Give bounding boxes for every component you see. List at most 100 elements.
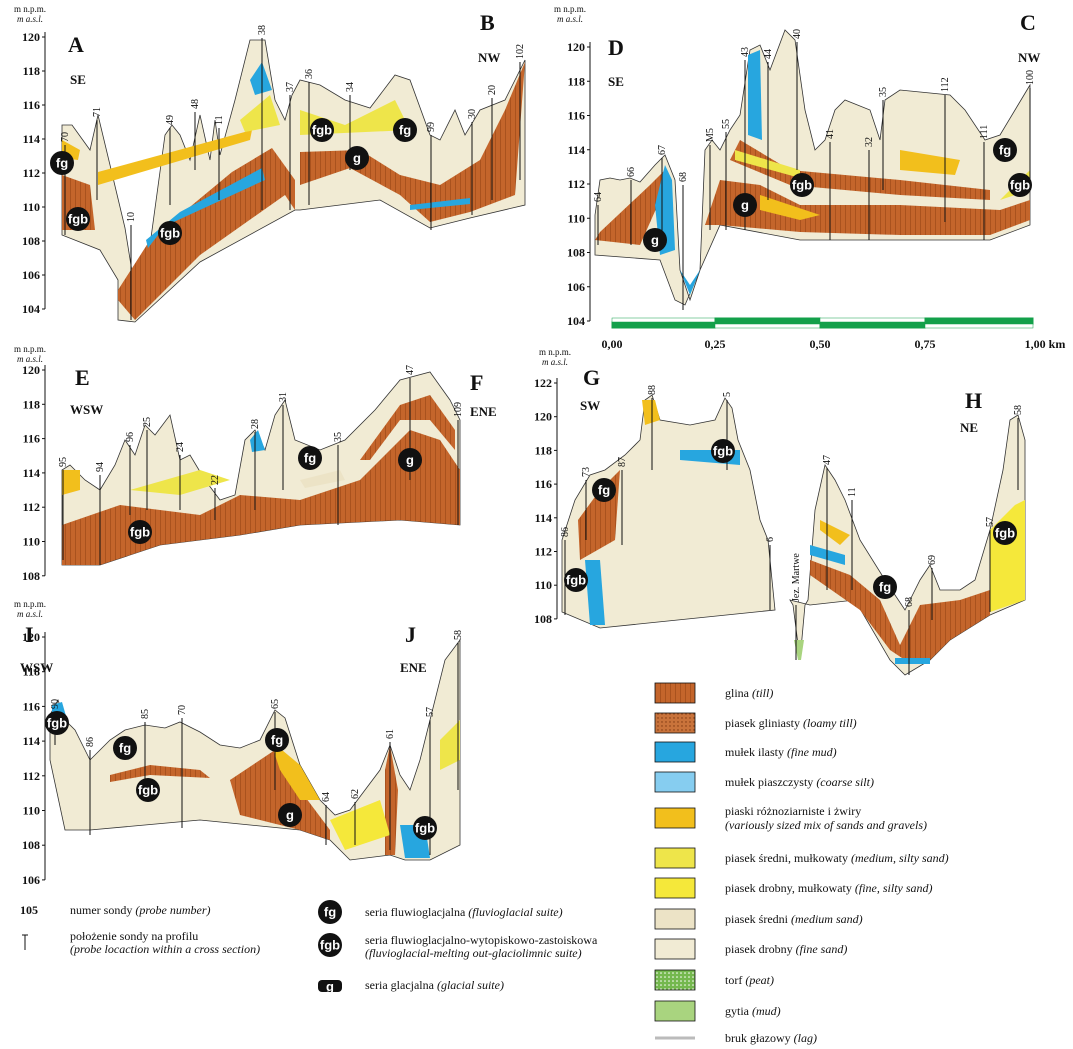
legend-swatch (655, 848, 695, 868)
scale-segment (820, 322, 925, 328)
direction: NW (478, 50, 500, 65)
axis-label-en: m a.s.l. (17, 609, 43, 619)
legend-text: piasek drobny, mułkowaty (725, 881, 852, 895)
y-tick-label: 108 (534, 612, 552, 626)
key-text-en: (fluvioglacial suite) (468, 905, 562, 919)
legend-swatch (655, 878, 695, 898)
axis-label-en: m a.s.l. (17, 14, 43, 24)
legend: glina (till)piasek gliniasty (loamy till… (655, 683, 949, 1045)
suite-label: fg (119, 741, 131, 756)
legend-label: piasek średni, mułkowaty (medium, silty … (725, 851, 949, 865)
probe-number: 5 (722, 392, 733, 397)
legend-swatch (655, 909, 695, 929)
suite-label: fgb (792, 178, 812, 193)
suite-label: fgb (713, 444, 733, 459)
key-entry: numer sondy (probe number) (70, 903, 211, 917)
y-tick-label: 112 (23, 166, 40, 180)
y-tick-label: 110 (568, 211, 585, 225)
y-tick-label: 106 (22, 268, 40, 282)
probe-number: 31 (278, 392, 289, 402)
legend-label: bruk głazowy (lag) (725, 1031, 817, 1045)
key-entry-en: (fluvioglacial-melting out-glaciolimnic … (365, 946, 582, 960)
suite-label: fgb (68, 212, 88, 227)
probe-number: 102 (515, 44, 526, 59)
ground (595, 30, 1030, 305)
direction: SE (608, 74, 624, 89)
section-letter: H (965, 388, 982, 413)
key-text-en: (glacial suite) (437, 978, 504, 992)
legend-text: piasek średni, mułkowaty (725, 851, 848, 865)
suite-label: fgb (312, 123, 332, 138)
suite-label: fg (304, 451, 316, 466)
probe-number: 35 (878, 87, 889, 97)
axis-label-en: m a.s.l. (17, 354, 43, 364)
key-symbol: 105 (20, 903, 38, 917)
probe-number: 36 (304, 69, 315, 79)
suite-label: fgb (415, 821, 435, 836)
legend-text: piasek drobny (725, 942, 793, 956)
scale-segment (612, 318, 715, 322)
legend-swatch (655, 808, 695, 828)
axis-label: m n.p.m. (539, 347, 571, 357)
y-tick-label: 108 (567, 246, 585, 260)
legend-text: torf (725, 973, 742, 987)
suite-label: fg (56, 156, 68, 171)
scale-label: 0,00 (602, 337, 623, 351)
probe-number: 88 (647, 385, 658, 395)
y-tick-label: 120 (22, 30, 40, 44)
probe-number: 47 (822, 455, 833, 465)
legend-text: mułek piaszczysty (725, 775, 813, 789)
y-tick-label: 112 (568, 177, 585, 191)
direction: WSW (70, 402, 103, 417)
legend-text-en: (medium, silty sand) (851, 851, 949, 865)
suite-label: fgb (160, 226, 180, 241)
probe-number: 61 (385, 729, 396, 739)
key-entry: seria glacjalna (glacial suite) (365, 978, 504, 992)
probe-number: 34 (345, 82, 356, 92)
scale-label: 0,50 (810, 337, 831, 351)
probe-number: 58 (453, 630, 464, 640)
figure: 70711049481138373634993020102fgfgbfgbfgb… (0, 0, 1073, 1049)
key-entry: seria fluwioglacjalno-wytopiskowo-zastoi… (365, 933, 598, 947)
key-entry: położenie sondy na profilu (70, 929, 198, 943)
legend-label: torf (peat) (725, 973, 774, 987)
y-tick-label: 110 (23, 535, 40, 549)
legend-swatch (655, 1001, 695, 1021)
probe-number: 112 (940, 77, 951, 92)
probe-number: 30 (467, 109, 478, 119)
probe-number: 86 (560, 527, 571, 537)
section-letter: J (405, 622, 416, 647)
probe-number: 55 (721, 119, 732, 129)
legend-label-en: (variously sized mix of sands and gravel… (725, 818, 927, 832)
y-tick-label: 116 (535, 477, 552, 491)
section-letter: E (75, 365, 90, 390)
legend-text-en: (lag) (794, 1031, 817, 1045)
legend-text: glina (725, 686, 750, 700)
probe-number: 41 (825, 129, 836, 139)
y-tick-label: 112 (23, 500, 40, 514)
key-text: seria fluwioglacjalna (365, 905, 466, 919)
section-letter: I (25, 622, 34, 647)
probe-number: 25 (142, 417, 153, 427)
direction: ENE (470, 404, 497, 419)
probe-number: 11 (847, 487, 858, 497)
section-letter: B (480, 10, 495, 35)
probe-number: 111 (979, 125, 990, 139)
cross-section: 90868570656462615758fgbfgfgbfggfgb120118… (14, 599, 464, 887)
probe-number: 70 (177, 705, 188, 715)
probe-number: 71 (92, 107, 103, 117)
suite-label: g (741, 198, 749, 213)
probe-number: 65 (270, 699, 281, 709)
suite-label: fgb (138, 783, 158, 798)
scale-segment (925, 324, 1033, 328)
key-text: numer sondy (70, 903, 132, 917)
suite-label: fgb (47, 716, 67, 731)
probe-number: 32 (864, 137, 875, 147)
suite-label: fgb (320, 938, 340, 953)
legend-label: gytia (mud) (725, 1004, 781, 1018)
probe-number: 10 (126, 212, 137, 222)
legend-text-en: (mud) (752, 1004, 781, 1018)
legend-text-en: (peat) (745, 973, 774, 987)
key: 105 numer sondy (probe number) położenie s… (20, 900, 598, 994)
